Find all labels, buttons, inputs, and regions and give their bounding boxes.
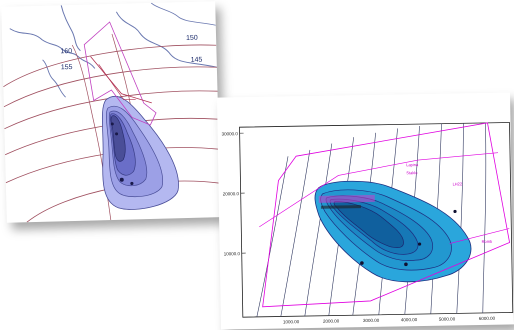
annotation-label: Romb: [482, 239, 494, 244]
x-tick-label: 4000.00: [401, 317, 418, 322]
x-tick-label: 5000.00: [439, 316, 456, 321]
y-tick-label: 20000.0: [223, 191, 240, 196]
contamination-plume: [101, 95, 179, 211]
pipeline-strip: [319, 195, 375, 203]
y-tick-label: 10000.0: [224, 251, 241, 256]
river: [61, 5, 80, 51]
contour-label: 155: [61, 64, 73, 71]
right-map-panel: 30000.0 20000.0 10000.0 1000.00 2000.00 …: [217, 92, 514, 329]
annotation-label: Staklo: [406, 170, 418, 175]
x-tick-label: 6000.00: [479, 316, 496, 321]
flow-line: [479, 123, 488, 313]
right-map-canvas: 30000.0 20000.0 10000.0 1000.00 2000.00 …: [217, 92, 514, 329]
river: [10, 26, 95, 70]
contour-label: 145: [191, 57, 203, 64]
river: [151, 1, 216, 27]
x-tick-label: 3000.00: [363, 318, 380, 323]
flow-line: [278, 150, 313, 317]
contamination-plume: [315, 179, 472, 283]
annotation-label: Lapina: [406, 162, 419, 167]
x-tick-label: 1000.00: [283, 319, 300, 324]
boundary-line: [99, 63, 136, 100]
monitoring-well: [453, 210, 456, 213]
contour-label: 150: [186, 35, 198, 42]
flow-line: [453, 123, 466, 313]
annotation-label: LH22: [452, 181, 462, 186]
left-map-canvas: 160 150 145 155: [1, 1, 221, 223]
y-tick-label: 30000.0: [222, 131, 239, 136]
x-tick-label: 2000.00: [323, 318, 340, 323]
contour-label: 160: [60, 48, 72, 55]
x-axis: 1000.00 2000.00 3000.00 4000.00 5000.00 …: [283, 316, 496, 325]
left-map-panel: 160 150 145 155: [1, 1, 221, 223]
